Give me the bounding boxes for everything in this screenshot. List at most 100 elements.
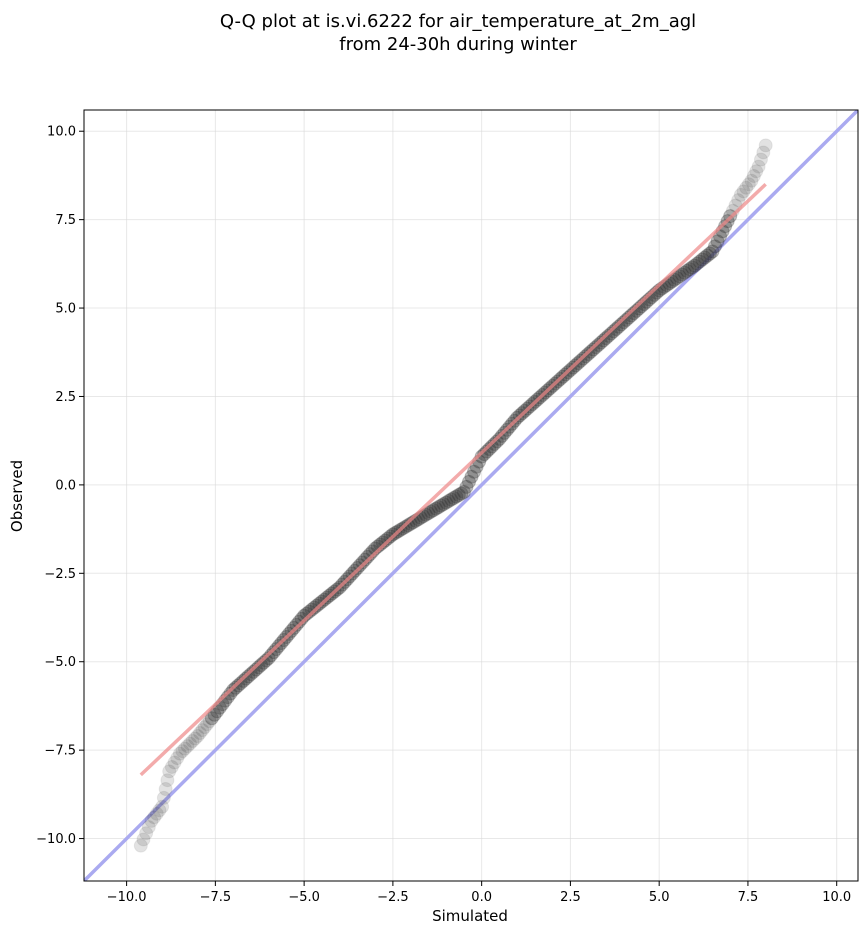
quantile-point <box>423 504 438 519</box>
quantile-point <box>700 248 715 263</box>
quantile-point <box>756 145 771 160</box>
quantile-point <box>141 820 156 835</box>
quantile-point <box>685 260 700 275</box>
quantile-point <box>309 598 324 613</box>
quantile-point <box>238 671 253 686</box>
quantile-point <box>695 252 710 267</box>
quantile-point <box>705 244 720 259</box>
quantile-point <box>156 790 171 805</box>
quantile-point <box>307 600 322 615</box>
quantile-point <box>690 256 705 271</box>
y-tick-label: −2.5 <box>44 567 76 582</box>
quantile-point <box>207 707 222 722</box>
quantile-point <box>467 464 482 479</box>
quantile-point <box>248 662 263 677</box>
quantile-point <box>680 263 695 278</box>
chart-title: Q-Q plot at is.vi.6222 for air_temperatu… <box>220 11 696 55</box>
x-tick-label: −10.0 <box>107 890 147 905</box>
quantile-point <box>758 138 773 153</box>
x-tick-label: −7.5 <box>200 890 232 905</box>
quantile-point <box>162 764 177 779</box>
quantile-point <box>431 500 446 515</box>
quantile-point <box>751 159 766 174</box>
quantile-point <box>177 741 192 756</box>
quantile-point <box>736 184 751 199</box>
x-tick-label: 7.5 <box>738 890 759 905</box>
quantile-point <box>401 518 416 533</box>
quantile-point <box>192 726 207 741</box>
plot-area-frame <box>83 109 859 882</box>
quantile-point <box>180 739 195 754</box>
quantile-point <box>133 838 148 853</box>
quantile-point <box>674 267 689 282</box>
y-axis-ticks: −10.0 −7.5 −5.0 −2.5 0.0 2.5 5.0 7.5 10.0 <box>36 125 84 847</box>
quantile-point <box>172 746 187 761</box>
quantile-point <box>718 219 733 234</box>
quantile-point <box>614 317 629 332</box>
quantile-point <box>733 187 748 202</box>
quantile-point <box>183 736 198 751</box>
quantile-point <box>292 614 307 629</box>
fit-line <box>139 182 767 777</box>
quantile-point <box>418 507 433 522</box>
quantile-point <box>611 319 626 334</box>
quantile-point <box>144 813 159 828</box>
y-tick-label: 5.0 <box>55 302 76 317</box>
quantile-point <box>197 720 212 735</box>
quantile-point <box>710 234 725 249</box>
quantile-point <box>593 335 608 350</box>
quantile-point <box>266 645 281 660</box>
quantile-point <box>487 436 502 451</box>
quantile-point <box>190 728 205 743</box>
quantile-point <box>731 193 746 208</box>
quantile-point <box>744 173 759 188</box>
y-tick-label: −5.0 <box>44 655 76 670</box>
quantile-points <box>133 138 773 853</box>
y-tick-label: −10.0 <box>36 832 76 847</box>
quantile-point <box>375 535 390 550</box>
quantile-point <box>164 759 179 774</box>
quantile-point <box>454 486 469 501</box>
quantile-point <box>158 782 173 797</box>
x-tick-label: −2.5 <box>377 890 409 905</box>
quantile-point <box>672 269 687 284</box>
quantile-point <box>461 474 476 489</box>
quantile-point <box>241 669 256 684</box>
quantile-point <box>609 322 624 337</box>
quantile-point <box>421 506 436 521</box>
x-tick-label: 10.0 <box>822 890 851 905</box>
quantile-point <box>378 533 393 548</box>
quantile-point <box>449 489 464 504</box>
quantile-point <box>692 254 707 269</box>
quantile-point <box>451 487 466 502</box>
quantile-point <box>606 324 621 339</box>
quantile-point <box>426 503 441 518</box>
quantile-point <box>596 333 611 348</box>
quantile-point <box>429 501 444 516</box>
quantile-point <box>136 832 151 847</box>
quantile-point <box>753 152 768 167</box>
quantile-point <box>669 270 684 285</box>
quantile-point <box>707 239 722 254</box>
quantile-point <box>479 444 494 459</box>
y-axis-label: Observed <box>8 460 26 532</box>
y-tick-label: −7.5 <box>44 744 76 759</box>
quantile-point <box>603 326 618 341</box>
quantile-point <box>492 431 507 446</box>
quantile-point <box>139 826 154 841</box>
quantile-point <box>598 331 613 346</box>
quantile-point <box>697 250 712 265</box>
y-tick-label: 2.5 <box>55 390 76 405</box>
quantile-point <box>233 676 248 691</box>
quantile-point <box>246 664 261 679</box>
quantile-point <box>264 648 279 663</box>
quantile-point <box>236 673 251 688</box>
y-tick-label: 10.0 <box>47 125 76 140</box>
quantile-point <box>687 258 702 273</box>
quantile-point <box>152 803 167 818</box>
quantile-point <box>601 328 616 343</box>
quantile-point <box>459 479 474 494</box>
quantile-point <box>383 529 398 544</box>
quantile-point <box>677 265 692 280</box>
quantile-point <box>223 686 238 701</box>
